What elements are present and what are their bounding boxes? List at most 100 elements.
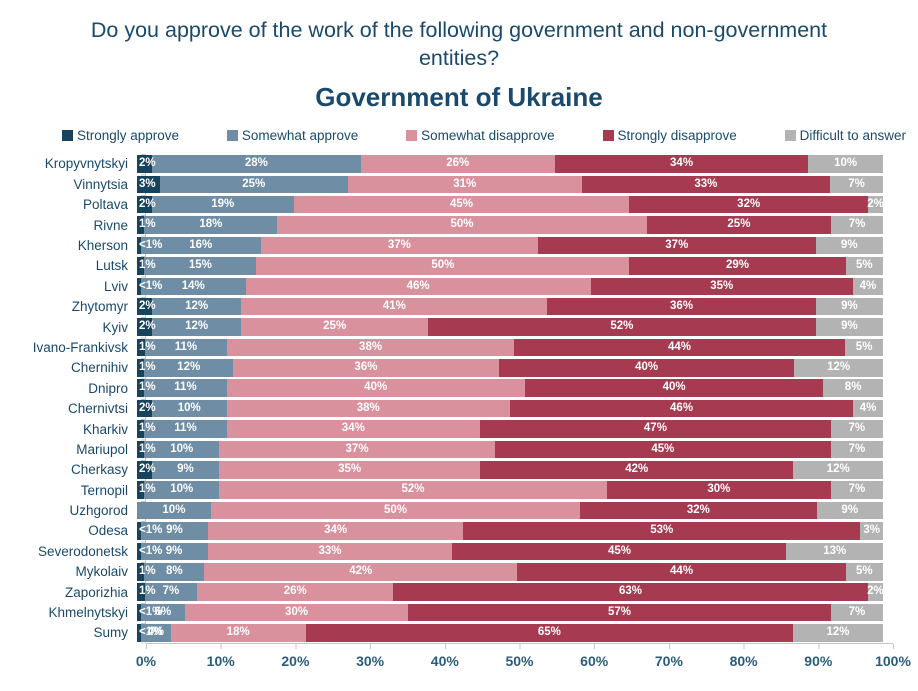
segment-value-label: 12%	[826, 463, 850, 476]
segment-value-label: 47%	[643, 422, 667, 435]
segment-value-label: 41%	[382, 299, 406, 312]
segment-strongly-disapprove: 35%	[590, 277, 853, 296]
segment-value-label: 10%	[177, 401, 201, 414]
stacked-bar: <1% 9% 33% 45% 13%	[137, 542, 883, 561]
segment-strongly-disapprove: 57%	[407, 603, 831, 622]
segment-strongly-disapprove: 32%	[629, 195, 869, 214]
legend-swatch-icon	[602, 129, 614, 141]
category-label: Kyiv	[102, 319, 128, 335]
chart-row: Cherkasy 2% 9% 35% 42% 12%	[0, 460, 918, 480]
segment-value-label: 50%	[383, 503, 408, 516]
segment-value-label: 5%	[855, 340, 873, 353]
segment-value-label: 14%	[181, 279, 205, 292]
stacked-bar: 1% 11% 40% 40% 8%	[137, 379, 883, 397]
segment-value-label: 53%	[650, 524, 674, 537]
category-label: Lutsk	[95, 258, 128, 274]
segment-value-label: 12%	[827, 361, 851, 374]
segment-somewhat-disapprove: 45%	[293, 195, 630, 214]
segment-strongly-approve: <1%	[137, 603, 162, 622]
segment-strongly-disapprove: 63%	[393, 583, 868, 601]
legend-item-somewhat-disapprove: Somewhat disapprove	[406, 128, 555, 143]
segment-value-label: 42%	[625, 463, 649, 476]
segment-value-label: 57%	[607, 605, 631, 618]
segment-strongly-approve: 2%	[137, 399, 156, 418]
segment-strongly-approve: 2%	[137, 318, 156, 336]
category-label: Odesa	[88, 523, 128, 539]
chart-row: Zaporizhia 1% 7% 26% 63% 2%	[0, 582, 918, 602]
segment-value-label: <1%	[139, 279, 163, 292]
segment-difficult-to-answer: 4%	[853, 399, 883, 418]
chart-row: Sumy <1% 4% 18% 65% 12%	[0, 623, 918, 643]
segment-value-label: 35%	[338, 463, 362, 476]
segment-strongly-approve: <1%	[137, 277, 162, 296]
segment-value-label: 36%	[354, 361, 378, 374]
legend-item-difficult-to-answer: Difficult to answer	[784, 128, 906, 143]
segment-strongly-disapprove: 45%	[452, 542, 787, 561]
category-label: Kherson	[77, 238, 128, 253]
segment-strongly-disapprove: 52%	[427, 318, 816, 336]
segment-difficult-to-answer: 4%	[852, 277, 883, 296]
segment-value-label: <1%	[139, 626, 163, 639]
page: Do you approve of the work of the follow…	[0, 16, 918, 691]
stacked-bar: 3% 25% 31% 33% 7%	[137, 175, 883, 194]
segment-value-label: 6%	[154, 605, 172, 618]
segment-value-label: 44%	[670, 565, 694, 577]
chart-area: Kropyvnytskyi 2% 28% 26% 34% 10% Vinnytsia 3% 25…	[0, 153, 918, 675]
segment-value-label: 52%	[610, 320, 634, 333]
segment-strongly-disapprove: 45%	[495, 440, 831, 459]
segment-value-label: 25%	[727, 218, 751, 231]
chart-row: Dnipro 1% 11% 40% 40% 8%	[0, 378, 918, 398]
segment-value-label: 7%	[848, 442, 866, 455]
segment-value-label: 46%	[670, 401, 694, 414]
legend-item-strongly-approve: Strongly approve	[62, 128, 179, 143]
segment-value-label: 30%	[707, 483, 731, 496]
segment-value-label: 8%	[165, 565, 183, 577]
segment-strongly-disapprove: 29%	[629, 257, 846, 275]
segment-strongly-disapprove: 34%	[554, 155, 809, 173]
category-label: Zhytomyr	[71, 299, 128, 315]
segment-somewhat-disapprove: 38%	[226, 399, 510, 418]
stacked-bar: 1% 11% 34% 47% 7%	[137, 420, 883, 438]
segment-value-label: 1%	[139, 218, 156, 231]
chart-row: Chernivtsi 2% 10% 38% 46% 4%	[0, 398, 918, 418]
segment-somewhat-disapprove: 26%	[197, 583, 394, 601]
segment-value-label: 2%	[867, 585, 884, 598]
segment-somewhat-approve: 12%	[151, 297, 242, 316]
segment-somewhat-approve: 10%	[151, 399, 227, 418]
segment-somewhat-approve: 12%	[151, 318, 242, 336]
segment-difficult-to-answer: 7%	[830, 440, 883, 459]
legend-swatch-icon	[62, 129, 73, 141]
segment-difficult-to-answer: 2%	[867, 583, 884, 601]
segment-value-label: 34%	[324, 524, 348, 537]
segment-value-label: <1%	[139, 238, 163, 251]
segment-value-label: 2%	[139, 157, 156, 170]
segment-value-label: 33%	[694, 177, 718, 190]
segment-value-label: 38%	[359, 340, 383, 353]
segment-somewhat-approve: 10%	[144, 481, 220, 499]
segment-value-label: 36%	[670, 299, 694, 312]
x-axis-tick-label: 40%	[430, 653, 459, 670]
segment-value-label: 42%	[349, 565, 373, 577]
segment-strongly-disapprove: 37%	[538, 236, 816, 255]
segment-strongly-approve: 1%	[137, 563, 156, 581]
x-axis-tick-label: 10%	[206, 653, 235, 670]
segment-value-label: 16%	[189, 238, 213, 251]
segment-value-label: 50%	[431, 259, 455, 272]
chart-row: Ivano-Frankivsk 1% 11% 38% 44% 5%	[0, 337, 918, 357]
segment-strongly-disapprove: 44%	[517, 563, 846, 581]
segment-value-label: 9%	[841, 503, 859, 516]
segment-value-label: 2%	[139, 320, 156, 333]
segment-somewhat-disapprove: 25%	[241, 318, 428, 336]
chart-row: Kharkiv 1% 11% 34% 47% 7%	[0, 419, 918, 439]
segment-value-label: 38%	[356, 401, 380, 414]
category-label: Vinnytsia	[73, 176, 128, 192]
segment-value-label: 32%	[737, 197, 761, 210]
stacked-bar: 1% 10% 52% 30% 7%	[137, 481, 883, 499]
chart-row: Zhytomyr 2% 12% 41% 36% 9%	[0, 296, 918, 316]
category-label: Lviv	[103, 278, 128, 294]
segment-value-label: 40%	[364, 381, 388, 394]
legend-label: Somewhat approve	[241, 127, 359, 143]
segment-somewhat-approve: 11%	[144, 338, 228, 357]
segment-value-label: 10%	[162, 503, 186, 516]
chart-row: Kropyvnytskyi 2% 28% 26% 34% 10%	[0, 154, 918, 174]
